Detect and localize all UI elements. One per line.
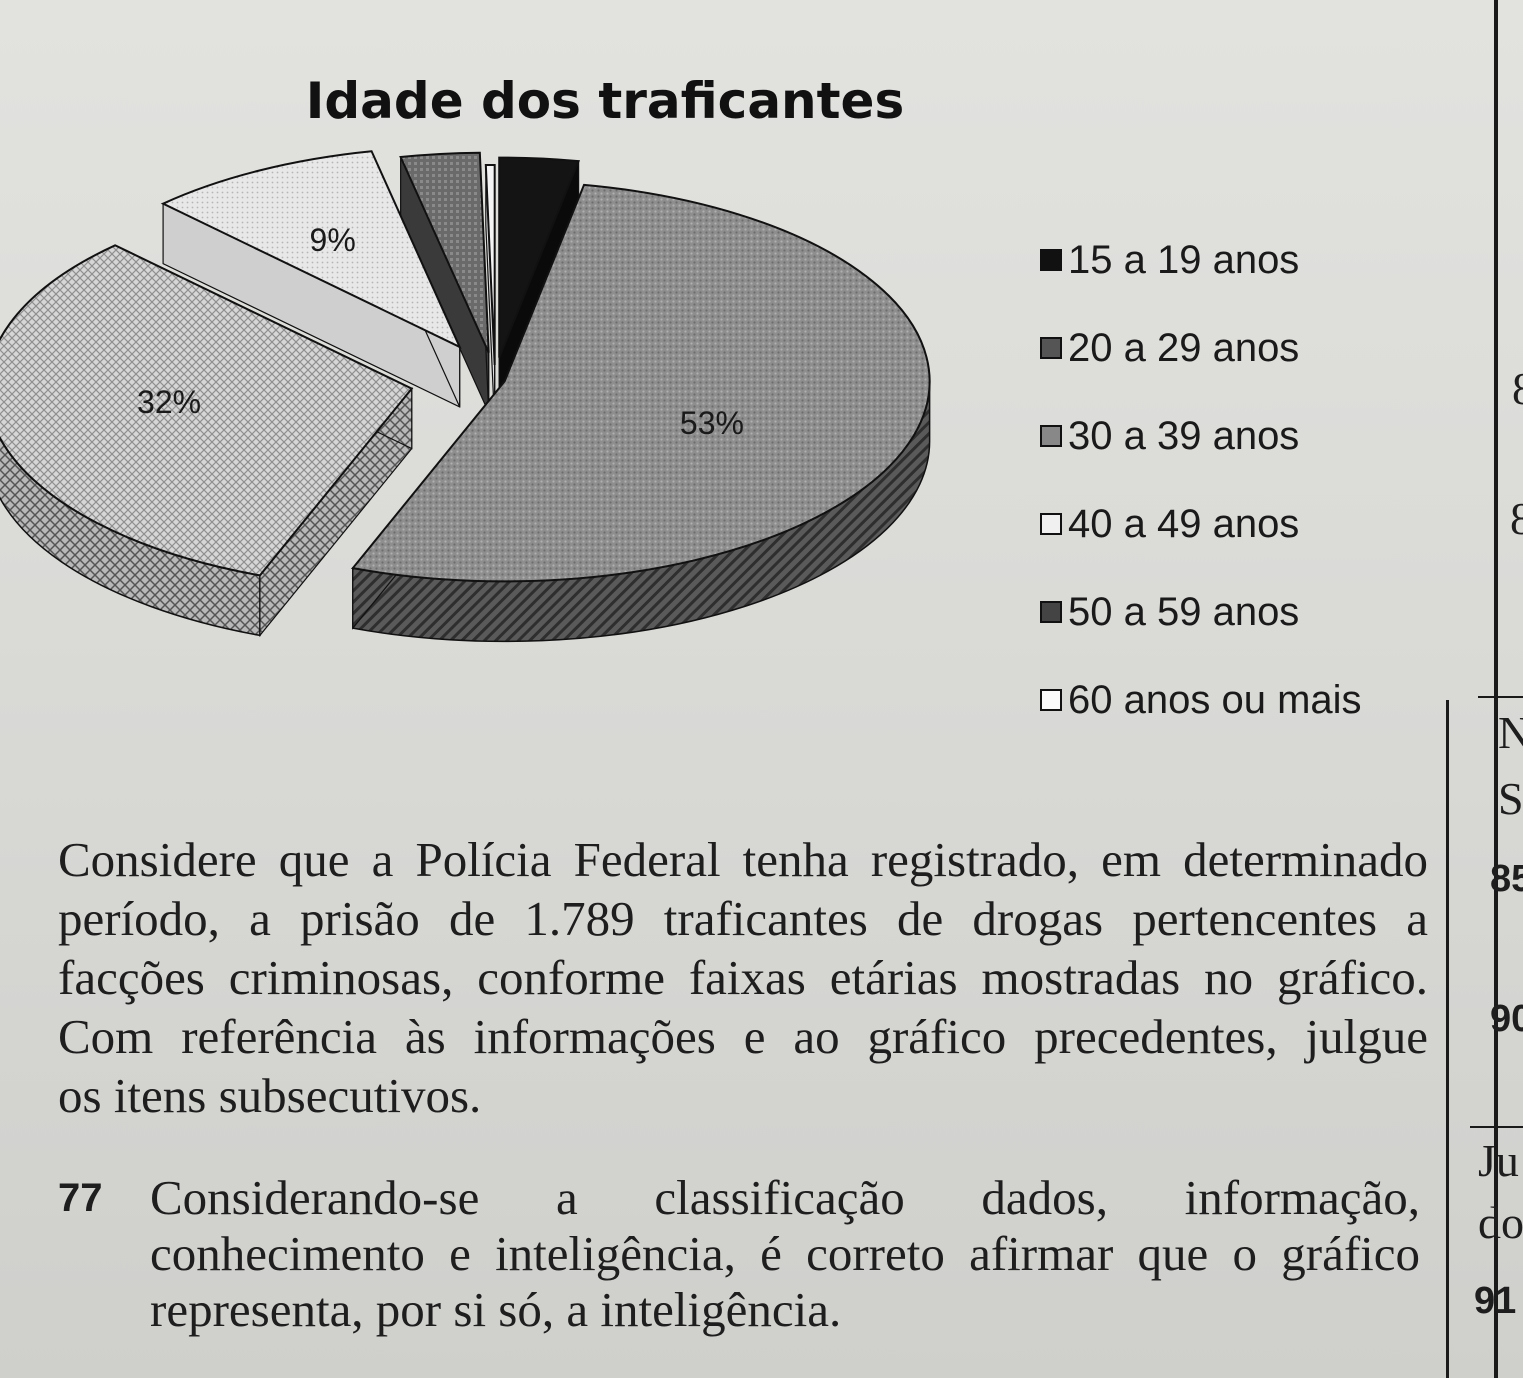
intro-paragraph: Considere que a Polícia Federal tenha re…: [58, 830, 1428, 1125]
column-divider-bottom: [1446, 700, 1449, 1378]
pie-slices: [0, 150, 931, 583]
pie-chart: 3%53%32%9%3%0%: [0, 150, 931, 643]
legend-label: 60 anos ou mais: [1068, 677, 1362, 722]
legend-swatch: [1040, 513, 1062, 535]
legend-item: 30 a 39 anos: [1040, 411, 1299, 461]
paragraph-line: facções criminosas, conforme faixas etár…: [58, 950, 1428, 1005]
legend-swatch: [1040, 337, 1062, 359]
paragraph-line: período, a prisão de 1.789 traficantes d…: [58, 891, 1428, 946]
question-line: representa, por si só, a inteligência.: [150, 1282, 842, 1337]
side-rule-1: [1478, 696, 1523, 698]
pie-slice: [484, 164, 496, 366]
legend-item: 50 a 59 anos: [1040, 587, 1299, 637]
question-line: conhecimento e inteligência, é correto a…: [150, 1226, 1420, 1281]
legend-item: 20 a 29 anos: [1040, 323, 1299, 373]
legend-label: 50 a 59 anos: [1068, 589, 1300, 634]
pie-data-labels: 3%53%32%9%3%0%: [137, 222, 744, 441]
side-column-fragment: 8: [1512, 362, 1523, 415]
legend-item: 40 a 49 anos: [1040, 499, 1299, 549]
chart-title: Idade dos traficantes: [305, 72, 905, 130]
legend-label: 15 a 19 anos: [1068, 237, 1300, 282]
side-column-fragment: 8: [1510, 493, 1523, 544]
legend-item: 60 anos ou mais: [1040, 675, 1362, 725]
side-column-fragment: N: [1498, 707, 1523, 758]
column-divider-top: [1494, 0, 1498, 1378]
pie-slice: [399, 151, 490, 354]
pie-data-label: 9%: [310, 222, 356, 258]
side-column-fragment: Ju: [1478, 1135, 1519, 1186]
question-line: Considerando-se a classificação dados, i…: [150, 1170, 1420, 1225]
legend-swatch: [1040, 425, 1062, 447]
side-column-fragment: 90: [1490, 998, 1523, 1040]
side-column-fragment: 85: [1490, 858, 1523, 900]
side-column-fragment: 91: [1474, 1280, 1517, 1322]
legend-item: 15 a 19 anos: [1040, 235, 1299, 285]
side-column-fragment: do: [1478, 1197, 1523, 1248]
legend-swatch: [1040, 601, 1062, 623]
pie-data-label: 32%: [137, 384, 201, 420]
paragraph-line: Considere que a Polícia Federal tenha re…: [58, 832, 1428, 887]
question-number: 77: [58, 1176, 103, 1220]
legend-swatch: [1040, 689, 1062, 711]
legend-swatch: [1040, 249, 1062, 271]
legend-label: 40 a 49 anos: [1068, 501, 1300, 546]
pie-data-label: 53%: [680, 405, 744, 441]
question-text: Considerando-se a classificação dados, i…: [150, 1170, 1420, 1338]
legend-label: 20 a 29 anos: [1068, 325, 1300, 370]
pie-slice: [160, 150, 462, 350]
paragraph-line: os itens subsecutivos.: [58, 1068, 482, 1123]
paragraph-line: Com referência às informações e ao gráfi…: [58, 1009, 1428, 1064]
side-column-fragment: S: [1498, 773, 1523, 824]
pie-slice: [498, 156, 581, 358]
side-rule-2: [1470, 1126, 1523, 1128]
pie-slice: [0, 244, 414, 577]
legend-label: 30 a 39 anos: [1068, 413, 1300, 458]
pie-slice: [350, 183, 931, 583]
